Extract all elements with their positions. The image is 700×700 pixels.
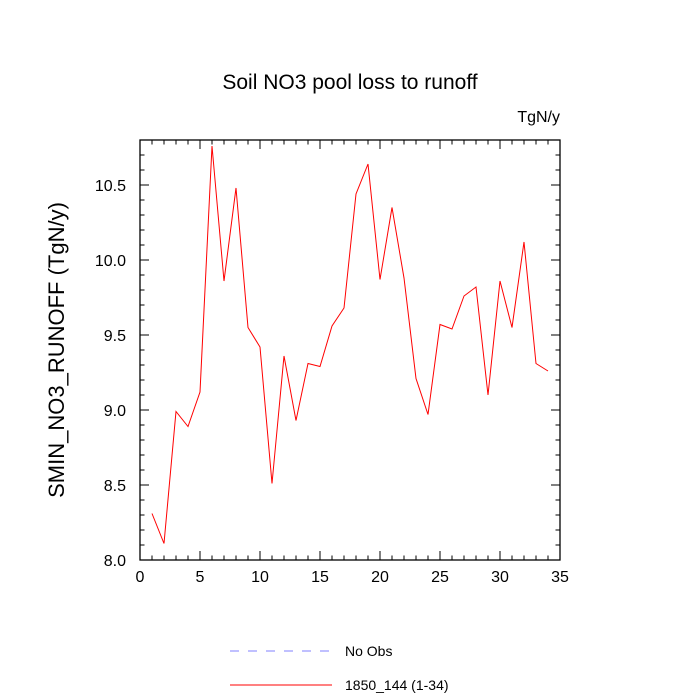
- x-tick-label: 30: [491, 569, 509, 586]
- y-axis-label: SMIN_NO3_RUNOFF (TgN/y): [44, 202, 69, 498]
- series-layer: [151, 145, 549, 544]
- axis-ticks: 0 5 10 15 20 25 30 35 8.0 8.5 9.0 9.5 10.0 10.5: [95, 140, 569, 586]
- x-tick-label: 15: [311, 569, 329, 586]
- y-tick-label: 9.5: [104, 328, 126, 345]
- x-tick-label: 35: [551, 569, 569, 586]
- plot-frame: [139, 139, 561, 561]
- x-tick-label: 0: [136, 569, 145, 586]
- y-tick-label: 8.5: [104, 478, 126, 495]
- series-line: [151, 145, 549, 544]
- legend: No Obs 1850_144 (1-34): [230, 643, 449, 693]
- legend-label: 1850_144 (1-34): [345, 677, 449, 693]
- x-tick-label: 20: [371, 569, 389, 586]
- y-tick-label: 9.0: [104, 403, 126, 420]
- x-tick-label: 25: [431, 569, 449, 586]
- y-tick-label: 8.0: [104, 553, 126, 570]
- y-tick-label: 10.0: [95, 253, 126, 270]
- chart-title: Soil NO3 pool loss to runoff: [222, 71, 477, 94]
- x-tick-label: 10: [251, 569, 269, 586]
- y-tick-label: 10.5: [95, 178, 126, 195]
- legend-label: No Obs: [345, 643, 392, 659]
- units-label: TgN/y: [517, 109, 560, 126]
- x-tick-label: 5: [196, 569, 205, 586]
